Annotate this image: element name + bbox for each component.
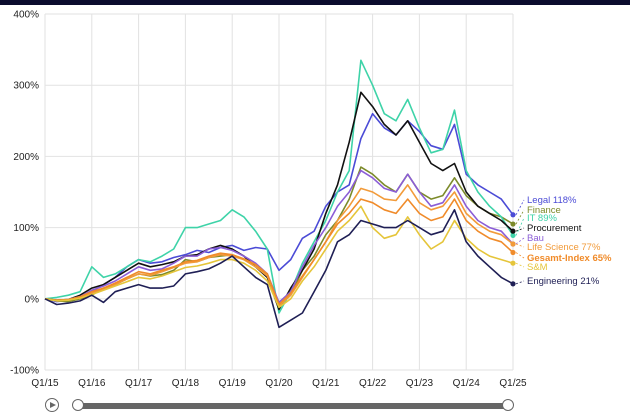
series-end-label: Life Science 77% <box>527 242 601 253</box>
label-connector <box>515 262 525 268</box>
gridlines <box>44 13 514 371</box>
series-end-point <box>510 232 516 239</box>
label-connector <box>515 227 525 232</box>
x-tick-label: Q1/25 <box>499 378 527 389</box>
label-connector <box>515 280 525 285</box>
label-connector <box>515 209 525 225</box>
y-axis-labels: -100% 0% 100% 200% 300% 400% <box>10 10 39 377</box>
series-line <box>44 91 514 311</box>
x-tick-label: Q1/20 <box>265 378 293 389</box>
x-tick-label: Q1/18 <box>172 378 200 389</box>
series-line <box>44 59 514 314</box>
series-end-label: Gesamt-Index 65% <box>527 253 612 264</box>
series-end-label: S&M <box>527 262 548 273</box>
series-end-point <box>510 221 516 227</box>
series-end-point <box>510 260 516 266</box>
label-connector <box>515 199 525 215</box>
y-tick-label: -100% <box>10 366 39 377</box>
label-connector <box>515 252 525 259</box>
series-end-label: Finance <box>527 205 561 216</box>
series-end-point <box>510 241 516 247</box>
top-bar <box>0 0 630 5</box>
series-end-label: Procurement <box>527 223 582 234</box>
x-tick-label: Q1/17 <box>125 378 153 389</box>
x-axis-labels: Q1/15 Q1/16 Q1/17 Q1/18 Q1/19 Q1/20 Q1/21 Q1/22… <box>31 378 527 389</box>
x-tick-label: Q1/15 <box>31 378 59 389</box>
label-connector <box>515 237 525 245</box>
timeline-slider-start-handle[interactable] <box>72 399 84 411</box>
y-tick-label: 0% <box>25 294 40 305</box>
x-tick-label: Q1/24 <box>453 378 481 389</box>
series-line <box>44 205 514 309</box>
x-tick-label: Q1/21 <box>312 378 340 389</box>
timeline-slider-track[interactable] <box>78 403 508 409</box>
series-end-label: Engineering 21% <box>527 276 600 287</box>
y-tick-label: 100% <box>13 223 39 234</box>
series-line <box>44 112 514 303</box>
y-tick-label: 200% <box>13 152 39 163</box>
replay-icon[interactable] <box>45 398 59 412</box>
series-end-label: IT 89% <box>527 213 557 224</box>
series-end-point <box>510 212 516 218</box>
x-tick-label: Q1/19 <box>219 378 247 389</box>
series-line <box>44 209 514 329</box>
y-tick-label: 300% <box>13 81 39 92</box>
x-tick-label: Q1/23 <box>406 378 434 389</box>
timeline-controls <box>0 392 630 412</box>
series-lines <box>44 59 516 329</box>
x-tick-label: Q1/16 <box>78 378 106 389</box>
series-end-point <box>510 249 516 256</box>
timeline-slider-end-handle[interactable] <box>502 399 514 411</box>
series-line <box>44 198 514 306</box>
label-connector <box>515 217 525 236</box>
series-end-label: Bau <box>527 233 544 244</box>
label-connector <box>515 243 525 248</box>
x-tick-label: Q1/22 <box>359 378 387 389</box>
series-end-point <box>510 281 516 287</box>
y-tick-label: 400% <box>13 10 39 21</box>
series-end-point <box>510 228 516 234</box>
series-end-label: Legal 118% <box>527 195 577 206</box>
